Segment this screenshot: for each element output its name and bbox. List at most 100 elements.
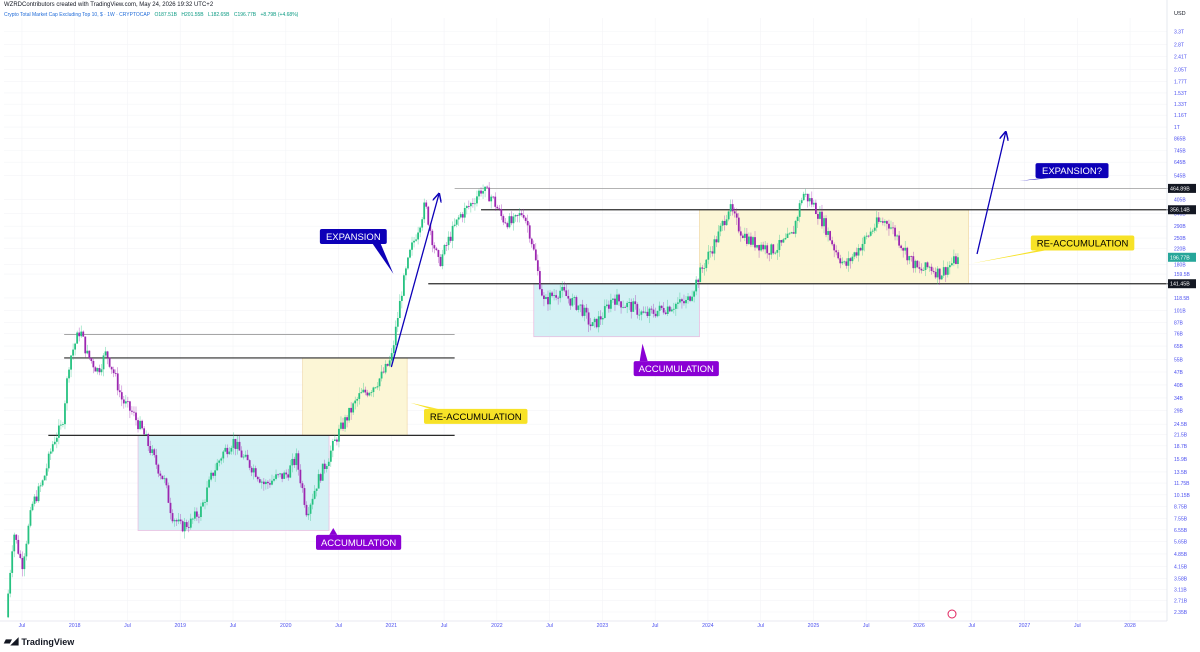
candle-body: [459, 214, 462, 218]
time-tick-label: 2022: [491, 623, 503, 629]
candle-body: [281, 473, 284, 479]
candle-body: [41, 480, 44, 486]
candle-body: [191, 518, 194, 520]
price-tick-label: 8.75B: [1174, 505, 1188, 511]
candle-body: [455, 219, 458, 225]
candle-body: [419, 227, 422, 233]
candle-body: [62, 424, 64, 425]
candle-body: [90, 358, 93, 362]
price-tick-label: 29B: [1174, 409, 1184, 415]
candle-body: [457, 217, 460, 220]
candle-body: [17, 539, 20, 554]
candle-body: [855, 252, 858, 256]
candle-body: [551, 292, 553, 296]
candle-body: [9, 572, 12, 594]
candle-body: [104, 351, 107, 356]
time-tick-label: Jul: [546, 623, 553, 629]
candle-body: [502, 216, 505, 223]
candle-body: [476, 196, 478, 204]
candle-body: [524, 217, 527, 221]
symbol-name[interactable]: Crypto Total Market Cap Excluding Top 10…: [4, 12, 151, 18]
candle-body: [668, 306, 671, 312]
candle-body: [256, 476, 259, 480]
candle-body: [405, 268, 407, 276]
candle-body: [774, 252, 777, 254]
candle-body: [648, 308, 651, 317]
candle-body: [70, 355, 72, 370]
expansion-label: [1035, 163, 1109, 179]
price-tag: [1168, 252, 1196, 262]
candle-body: [520, 213, 523, 215]
candle-body: [129, 401, 131, 411]
candle-body: [845, 261, 848, 266]
price-tick-label: 340B: [1174, 211, 1186, 217]
candle-body: [681, 299, 683, 302]
candle-body: [53, 441, 56, 445]
time-tick-label: 2023: [597, 623, 609, 629]
candle-body: [23, 556, 26, 570]
candle-body: [463, 208, 466, 218]
candle-body: [338, 428, 340, 442]
expansion-label-text: EXPANSION?: [1042, 166, 1102, 177]
candle-body: [398, 300, 401, 319]
candle-body: [713, 239, 716, 254]
candle-body: [721, 221, 724, 226]
candle-body: [411, 242, 413, 250]
candle-body: [886, 221, 888, 224]
candle-body: [200, 506, 202, 518]
candle-body: [498, 208, 501, 210]
candle-body: [946, 267, 949, 275]
candle-body: [581, 304, 584, 316]
candle-body: [616, 294, 618, 305]
accumulation-label: [633, 361, 719, 377]
candle-body: [447, 236, 450, 246]
price-axis: USD 3.3T 2.8T 2.41T 2.05T 1.77T 1.53T 1.33T 1.16…: [1166, 0, 1191, 621]
candle-body: [311, 498, 314, 505]
price-tag-text: 464.89B: [1170, 186, 1190, 192]
candles: [7, 182, 959, 619]
candle-body: [321, 463, 324, 481]
candle-body: [7, 593, 10, 618]
candle-body: [607, 304, 610, 309]
candle-body: [388, 360, 391, 366]
candle-body: [453, 224, 456, 226]
reaccumulation-label-pointer: [410, 402, 438, 409]
candle-body: [618, 294, 620, 302]
candle-body: [699, 267, 702, 283]
candle-body: [467, 206, 470, 207]
candle-body: [863, 236, 866, 244]
candle-body: [839, 258, 842, 264]
candle-body: [892, 227, 894, 229]
time-tick-label: Jul: [968, 623, 975, 629]
candle-body: [754, 237, 756, 248]
price-tag-text: 196.77B: [1170, 255, 1190, 261]
candle-body: [382, 371, 385, 373]
price-tick-label: 250B: [1174, 236, 1186, 242]
candle-body: [484, 186, 486, 192]
candle-body: [784, 237, 787, 240]
candle-body: [291, 458, 294, 466]
price-tick-label: 2.41T: [1174, 55, 1187, 61]
candle-body: [522, 214, 525, 218]
candle-body: [711, 251, 714, 254]
candle-body: [701, 267, 704, 269]
candle-body: [723, 221, 726, 226]
time-tick-label: 2026: [913, 623, 925, 629]
price-tick-label: 7.55B: [1174, 516, 1188, 522]
candle-body: [461, 214, 464, 218]
reaccumulation-label: [423, 408, 528, 424]
candle-body: [938, 268, 941, 280]
candle-body: [60, 424, 62, 426]
candle-body: [163, 478, 166, 480]
candle-body: [122, 399, 125, 404]
candle-body: [928, 266, 931, 268]
candle-body: [741, 235, 744, 238]
candle-body: [100, 369, 103, 373]
candle-body: [181, 521, 184, 532]
time-tick-label: 2028: [1124, 623, 1136, 629]
candle-body: [114, 373, 117, 374]
candle-body: [536, 260, 539, 272]
chart-attribution: WZRDContributors created with TradingVie…: [4, 2, 214, 8]
candle-body: [187, 526, 190, 528]
